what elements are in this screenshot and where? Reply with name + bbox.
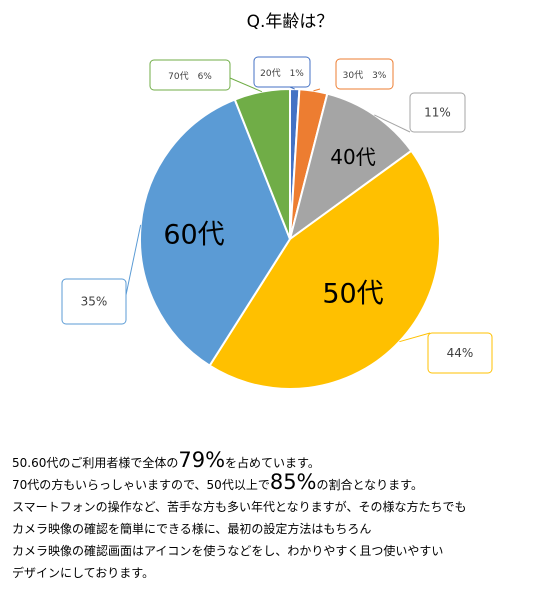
caption-text: 50.60代のご利用者様で全体の <box>12 456 179 470</box>
callout-box <box>253 56 311 88</box>
callout-leader-line <box>313 88 321 92</box>
data-label: 44% <box>447 346 474 360</box>
data-label: 30代 3% <box>343 70 387 81</box>
caption-line-6: デザインにしております。 <box>12 566 155 580</box>
data-label: 20代 1% <box>260 68 304 79</box>
callout-leader-line <box>374 114 411 133</box>
pie-slice-40代 <box>288 92 413 242</box>
callout-box <box>149 59 231 91</box>
callout-box <box>409 92 466 133</box>
pie-callouts: 20代 1% 30代 3% 11% 44% 35% 70代 6% <box>61 56 493 374</box>
callout-leader-line <box>399 332 431 343</box>
caption-text: を占めています。 <box>225 456 320 470</box>
chart-title: Q.年齢は？ <box>247 12 334 32</box>
caption-highlight-85: 85% <box>269 470 317 494</box>
pie-inner-labels: 40代 50代 60代 <box>163 145 383 309</box>
callout-box <box>61 278 127 325</box>
callout-leader-line <box>125 224 142 296</box>
callout-box <box>335 58 394 90</box>
slice-category-label: 50代 <box>322 278 383 309</box>
callout-box <box>427 332 493 374</box>
caption-highlight-79: 79% <box>178 448 226 472</box>
pie-slice-50代 <box>208 149 441 390</box>
slice-category-label: 40代 <box>330 145 375 169</box>
caption-text: 70代の方もいらっしゃいますので、50代以上で <box>12 478 270 492</box>
data-label: 35% <box>81 295 108 309</box>
caption-line-1: 50.60代のご利用者様で全体の79%を占めています。 <box>12 450 527 474</box>
caption-line-5: カメラ映像の確認画面はアイコンを使うなどをし、わかりやすく且つ使いやすい <box>12 544 444 558</box>
data-label: 70代 6% <box>168 71 212 82</box>
caption-line-3: スマートフォンの操作など、苦手な方も多い年代となりますが、その様な方たちでも <box>12 500 467 514</box>
pie-slices <box>139 87 441 390</box>
slice-category-label: 60代 <box>163 219 224 250</box>
pie-slice-60代 <box>139 98 292 368</box>
callout-leader-line <box>229 77 263 93</box>
caption-line-2: 70代の方もいらっしゃいますので、50代以上で85%の割合となります。 <box>12 472 527 496</box>
data-label: 11% <box>424 106 451 120</box>
age-pie-chart: Q.年齢は？ 40代 50代 60代 20代 1% 30代 3% 11% 44% 35% 70… <box>61 12 493 390</box>
caption-text: の割合となります。 <box>316 478 423 492</box>
caption-line-4: カメラ映像の確認を簡単にできる様に、最初の設定方法はもちろん <box>12 522 372 536</box>
description-text: 50.60代のご利用者様で全体の79%を占めています。 70代の方もいらっしゃい… <box>12 450 527 584</box>
